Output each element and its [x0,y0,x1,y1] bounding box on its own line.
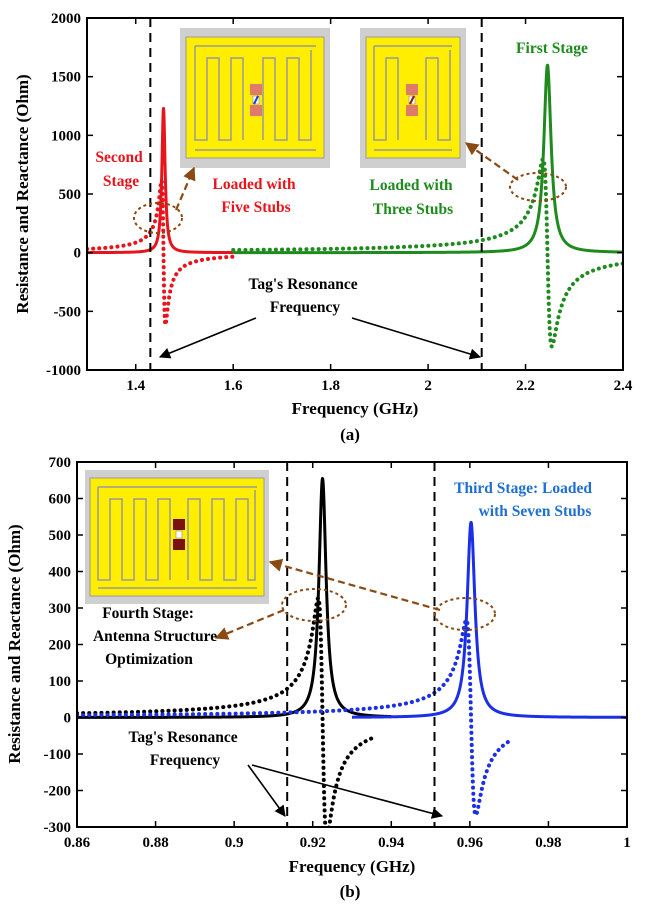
series-fourth-stage-resistance [77,476,393,719]
antenna-inset-five-stubs [180,28,330,168]
y-tick-label-b-9: 600 [49,492,72,508]
antenna-inset-three-stubs [360,28,466,168]
x-tick-label-a-2: 1.8 [321,378,340,394]
arrow-to-three-stubs-inset [464,142,519,181]
chart-panel-b: 0.86 0.88 0.9 0.92 0.94 0.96 0.98 1 -300 -200 -100… [5,455,631,901]
highlight-ellipse-first-stage [509,172,567,202]
x-tick-label-b-1: 0.88 [142,835,168,851]
x-tick-label-a-5: 2.4 [614,378,633,394]
x-tick-label-b-4: 0.94 [378,835,405,851]
series-first-stage-resistance [232,63,623,255]
x-tick-label-a-0: 1.4 [126,378,145,394]
curves-panel-a [87,63,623,349]
arrow-resonance-right-b [251,764,444,819]
x-tick-label-b-2: 0.9 [225,835,244,851]
annotation-tag-resonance-b: Tag's Resonance Frequency [128,729,241,769]
ticks-panel-a: 1.4 1.6 1.8 2 2.2 2.4 -1000 -500 0 500 1000 1500 200… [46,11,633,394]
series-third-stage-resistance [350,520,627,719]
x-tick-label-a-4: 2.2 [516,378,535,394]
antenna-inset-seven-stubs [85,470,269,604]
x-tick-label-b-6: 0.98 [535,835,561,851]
annotation-third-stage: Third Stage: Loaded with Seven Stubs [454,480,596,520]
x-tick-label-b-0: 0.86 [64,835,91,851]
x-tick-label-b-3: 0.92 [300,835,326,851]
curves-panel-b [77,476,627,827]
x-tick-label-a-1: 1.6 [224,378,243,394]
series-third-stage-reactance [77,617,512,818]
chart-panel-a: 1.4 1.6 1.8 2 2.2 2.4 -1000 -500 0 500 1000 1500 200… [13,11,633,444]
y-tick-label-a-1: -500 [54,304,82,320]
x-tick-label-b-7: 1 [623,835,631,851]
arrow-to-fourth-stage-label [214,608,285,640]
y-tick-label-b-10: 700 [49,455,72,471]
x-tick-label-a-3: 2 [424,378,432,394]
y-tick-label-a-0: -1000 [46,363,81,379]
panel-label-a: (a) [340,425,360,444]
annotation-three-stubs: Loaded with Three Stubs [370,177,457,218]
annotation-five-stubs: Loaded with Five Stubs [213,176,300,216]
annotation-first-stage: First Stage [516,40,588,57]
resonance-lines-panel-b [286,462,436,827]
x-axis-label-b: Frequency (GHz) [289,857,416,876]
annotation-tag-resonance-a: Tag's Resonance Frequency [248,276,361,316]
ticks-panel-b: 0.86 0.88 0.9 0.92 0.94 0.96 0.98 1 -300 -200 -100… [44,455,631,851]
y-axis-label-b: Resistance and Reactance (Ohm) [5,524,24,763]
highlight-ellipse-third-stage [434,597,496,631]
y-tick-label-a-3: 500 [59,187,82,203]
x-axis-label-a: Frequency (GHz) [292,399,419,418]
arrow-resonance-left-a [158,317,257,359]
y-tick-label-b-3: 0 [64,711,72,727]
arrow-third-to-inset [268,558,441,612]
y-tick-label-b-8: 500 [49,528,72,544]
arrow-to-five-stubs-inset [174,166,196,211]
x-tick-label-b-5: 0.96 [457,835,484,851]
series-second-stage-resistance [87,106,235,255]
arrow-resonance-right-a [351,317,482,360]
y-tick-label-b-6: 300 [49,601,72,617]
series-second-stage-reactance [87,178,236,327]
y-tick-label-a-6: 2000 [51,11,81,27]
series-fourth-stage-reactance [77,595,374,827]
y-tick-label-b-4: 100 [49,674,72,690]
y-axis-label-a: Resistance and Reactance (Ohm) [13,74,32,313]
y-tick-label-a-4: 1000 [51,128,81,144]
y-tick-label-a-2: 0 [74,246,82,262]
y-tick-label-b-0: -300 [44,820,72,836]
annotation-second-stage: Second Stage [95,149,146,190]
series-first-stage-reactance [231,156,623,349]
panel-label-b: (b) [340,882,361,901]
y-tick-label-a-5: 1500 [51,70,81,86]
y-tick-label-b-5: 200 [49,638,72,654]
arrow-resonance-left-b [247,764,286,817]
y-tick-label-b-1: -200 [44,784,72,800]
highlight-ellipse-fourth-stage [281,588,347,622]
y-tick-label-b-2: -100 [44,747,72,763]
y-tick-label-b-7: 400 [49,565,72,581]
highlight-ellipse-second-stage [133,202,183,234]
annotation-fourth-stage: Fourth Stage: Antenna Structure Optimiza… [93,605,221,668]
resonance-lines-panel-a [149,18,483,370]
